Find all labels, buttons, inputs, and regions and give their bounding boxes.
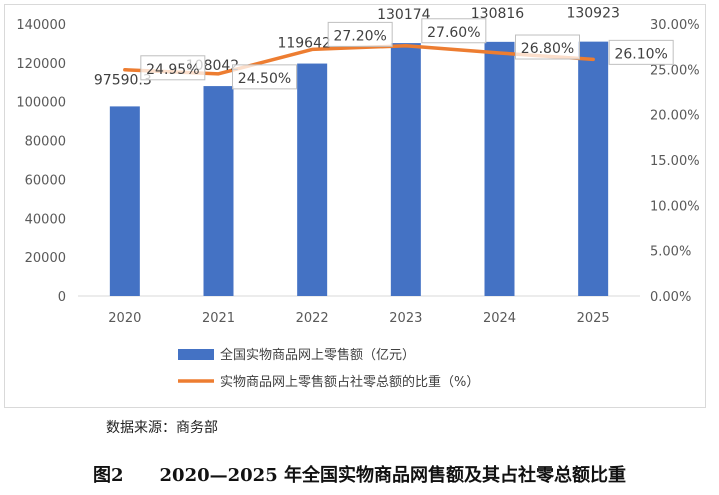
- line-label-box: [140, 55, 206, 81]
- bar: [484, 41, 515, 296]
- line-value-label: 26.10%: [614, 46, 667, 62]
- line-value-label: 24.95%: [146, 62, 199, 78]
- figure-title: 2020—2025 年全国实物商品网售额及其占社零总额比重: [159, 465, 626, 486]
- y-left-tick-label: 40000: [25, 212, 66, 227]
- line-value-label: 24.50%: [238, 71, 291, 87]
- line-value-label: 27.60%: [427, 25, 480, 41]
- x-tick-label: 2022: [296, 311, 329, 326]
- y-left-tick-label: 120000: [16, 57, 66, 72]
- legend-bar-label: 全国实物商品网上零售额（亿元）: [220, 347, 415, 363]
- y-left-tick-label: 140000: [16, 18, 66, 33]
- bar-value-label: 97590.3: [94, 72, 152, 88]
- line-label-box: [421, 18, 487, 44]
- source-note: 数据来源：商务部: [106, 420, 218, 436]
- y-right-tick-label: 0.00%: [650, 290, 691, 305]
- line-label-box: [232, 64, 297, 90]
- y-left-tick-label: 60000: [25, 173, 66, 188]
- figure-caption: 图2 2020—2025 年全国实物商品网售额及其占社零总额比重: [0, 461, 719, 487]
- y-left-tick-label: 100000: [16, 96, 66, 111]
- y-right-tick-label: 20.00%: [650, 109, 700, 124]
- x-tick-label: 2020: [108, 311, 141, 326]
- line-label-box: [327, 21, 393, 47]
- x-tick-label: 2025: [577, 311, 610, 326]
- y-left-tick-label: 0: [58, 290, 66, 305]
- x-tick-label: 2023: [389, 311, 422, 326]
- figure-number: 图2: [93, 465, 124, 486]
- y-right-tick-label: 15.00%: [650, 154, 700, 169]
- bar: [203, 86, 234, 296]
- y-right-tick-label: 30.00%: [650, 18, 700, 33]
- bar-value-label: 130174: [377, 7, 431, 23]
- x-tick-label: 2024: [483, 311, 516, 326]
- line-value-label: 27.20%: [333, 28, 386, 44]
- y-right-tick-label: 25.00%: [650, 63, 700, 78]
- bar: [578, 41, 609, 296]
- y-left-tick-label: 20000: [25, 251, 66, 266]
- y-right-tick-label: 10.00%: [650, 199, 700, 214]
- line-label-box: [515, 34, 580, 60]
- bar: [297, 63, 328, 296]
- y-left-tick-label: 80000: [25, 135, 66, 150]
- bar: [109, 106, 140, 296]
- x-tick-label: 2021: [202, 311, 235, 326]
- bar: [390, 43, 421, 296]
- bar-value-label: 119642: [277, 36, 330, 52]
- line-label-box: [608, 39, 674, 65]
- y-right-tick-label: 5.00%: [650, 245, 691, 260]
- line-value-label: 26.80%: [521, 41, 574, 57]
- bar-value-label: 130816: [471, 6, 525, 22]
- legend-bar-swatch: [178, 349, 214, 360]
- bar-value-label: 130923: [566, 6, 619, 22]
- legend-line-label: 实物商品网上零售额占社零总额的比重（%）: [220, 374, 479, 390]
